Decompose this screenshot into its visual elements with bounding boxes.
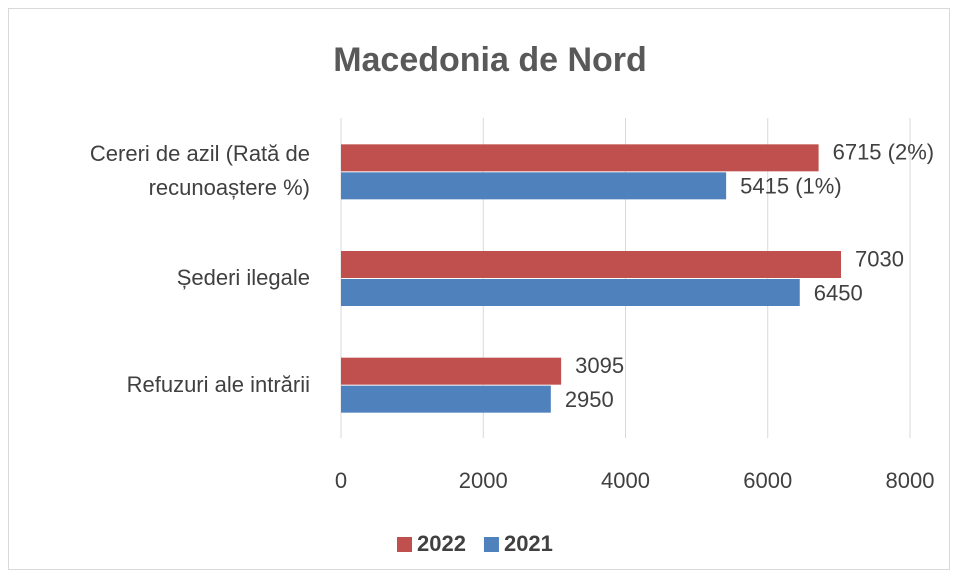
data-label: 3095: [575, 353, 624, 378]
bar: [341, 172, 727, 200]
chart-title: Macedonia de Nord: [333, 41, 647, 79]
data-label: 5415 (1%): [740, 174, 842, 199]
x-tick-label: 8000: [886, 468, 935, 493]
y-tick-label: Cereri de azil (Rată de recunoaștere %): [89, 141, 310, 201]
bar: [341, 144, 819, 172]
y-tick-label: Refuzuri ale intrării: [126, 371, 310, 397]
x-tick-label: 0: [335, 468, 347, 493]
data-label: 6450: [814, 280, 863, 305]
bar: [341, 385, 551, 413]
legend-label: 2021: [504, 531, 553, 556]
data-label: 6715 (2%): [833, 140, 935, 165]
bar: [341, 357, 562, 385]
legend-label: 2022: [417, 531, 466, 556]
x-tick-label: 2000: [459, 468, 508, 493]
legend-swatch: [483, 537, 499, 552]
x-tick-label: 4000: [601, 468, 650, 493]
legend-swatch: [397, 537, 412, 552]
bar: [341, 251, 842, 278]
bar: [341, 279, 800, 306]
data-label: 7030: [855, 246, 904, 271]
x-tick-label: 6000: [743, 468, 792, 493]
y-tick-label: Șederi ilegale: [176, 265, 310, 290]
data-label: 2950: [565, 387, 614, 412]
